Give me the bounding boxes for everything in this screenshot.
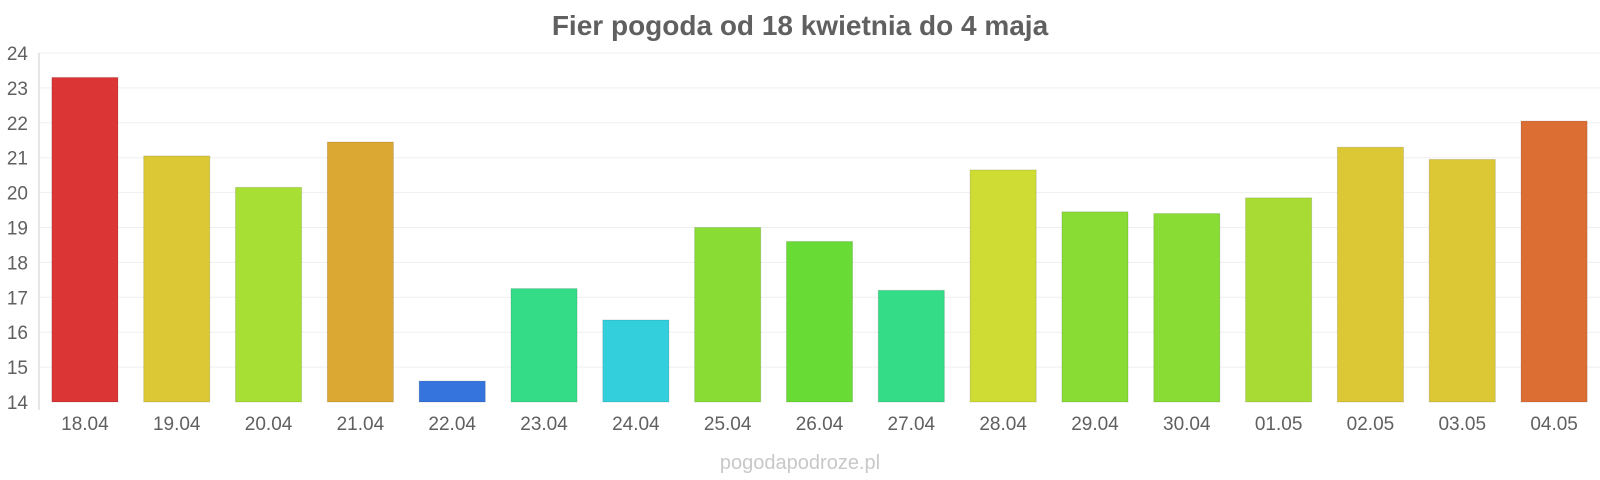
bar-19.04 — [143, 155, 211, 403]
x-tick-label: 18.04 — [61, 414, 109, 435]
bar-23.04 — [510, 288, 578, 403]
chart-title: Fier pogoda od 18 kwietnia do 4 maja — [551, 10, 1049, 41]
bar-18.04 — [51, 76, 119, 403]
x-tick-label: 25.04 — [704, 414, 752, 435]
y-tick-label: 22 — [7, 114, 28, 135]
bar-30.04 — [1153, 213, 1221, 403]
bar-21.04 — [326, 141, 394, 403]
x-tick-label: 04.05 — [1530, 414, 1578, 435]
bar-03.05 — [1428, 158, 1496, 403]
y-tick-label: 15 — [7, 358, 28, 379]
x-tick-label: 27.04 — [888, 414, 936, 435]
bar-layer — [51, 76, 1588, 403]
y-tick-label: 18 — [7, 253, 28, 274]
bar-26.04 — [785, 240, 854, 403]
bar-29.04 — [1061, 211, 1129, 403]
x-tick-label: 22.04 — [428, 414, 476, 435]
x-tick-label: 21.04 — [337, 414, 385, 435]
x-tick-label: 24.04 — [612, 414, 660, 435]
x-tick-label: 29.04 — [1071, 414, 1119, 435]
bar-25.04 — [694, 227, 762, 403]
x-tick-label: 03.05 — [1438, 414, 1486, 435]
x-tick-label: 30.04 — [1163, 414, 1211, 435]
y-tick-label: 24 — [7, 44, 29, 65]
x-tick-label: 20.04 — [245, 414, 293, 435]
bar-02.05 — [1336, 146, 1404, 403]
bar-27.04 — [877, 289, 945, 403]
y-tick-label: 23 — [7, 79, 28, 100]
y-tick-label: 21 — [7, 149, 28, 170]
y-tick-label: 14 — [7, 393, 29, 414]
y-tick-label: 16 — [7, 323, 28, 344]
x-tick-label: 19.04 — [153, 414, 201, 435]
bar-24.04 — [602, 319, 670, 403]
bar-22.04 — [418, 380, 486, 403]
y-tick-label: 17 — [7, 288, 28, 309]
x-tick-label: 26.04 — [796, 414, 844, 435]
x-tick-label: 28.04 — [979, 414, 1027, 435]
y-tick-label: 19 — [7, 219, 28, 240]
watermark: pogodapodroze.pl — [719, 452, 881, 474]
bar-04.05 — [1520, 120, 1588, 403]
bar-20.04 — [235, 186, 303, 403]
x-tick-label: 01.05 — [1255, 414, 1303, 435]
axis-layer: 14 15 16 17 18 19 20 21 22 23 24 18.04 19.04 20.04 21.… — [7, 44, 1578, 435]
x-tick-label: 02.05 — [1347, 414, 1395, 435]
x-tick-label: 23.04 — [520, 414, 568, 435]
bar-01.05 — [1245, 197, 1313, 403]
y-tick-label: 20 — [7, 184, 28, 205]
bar-28.04 — [969, 169, 1037, 403]
